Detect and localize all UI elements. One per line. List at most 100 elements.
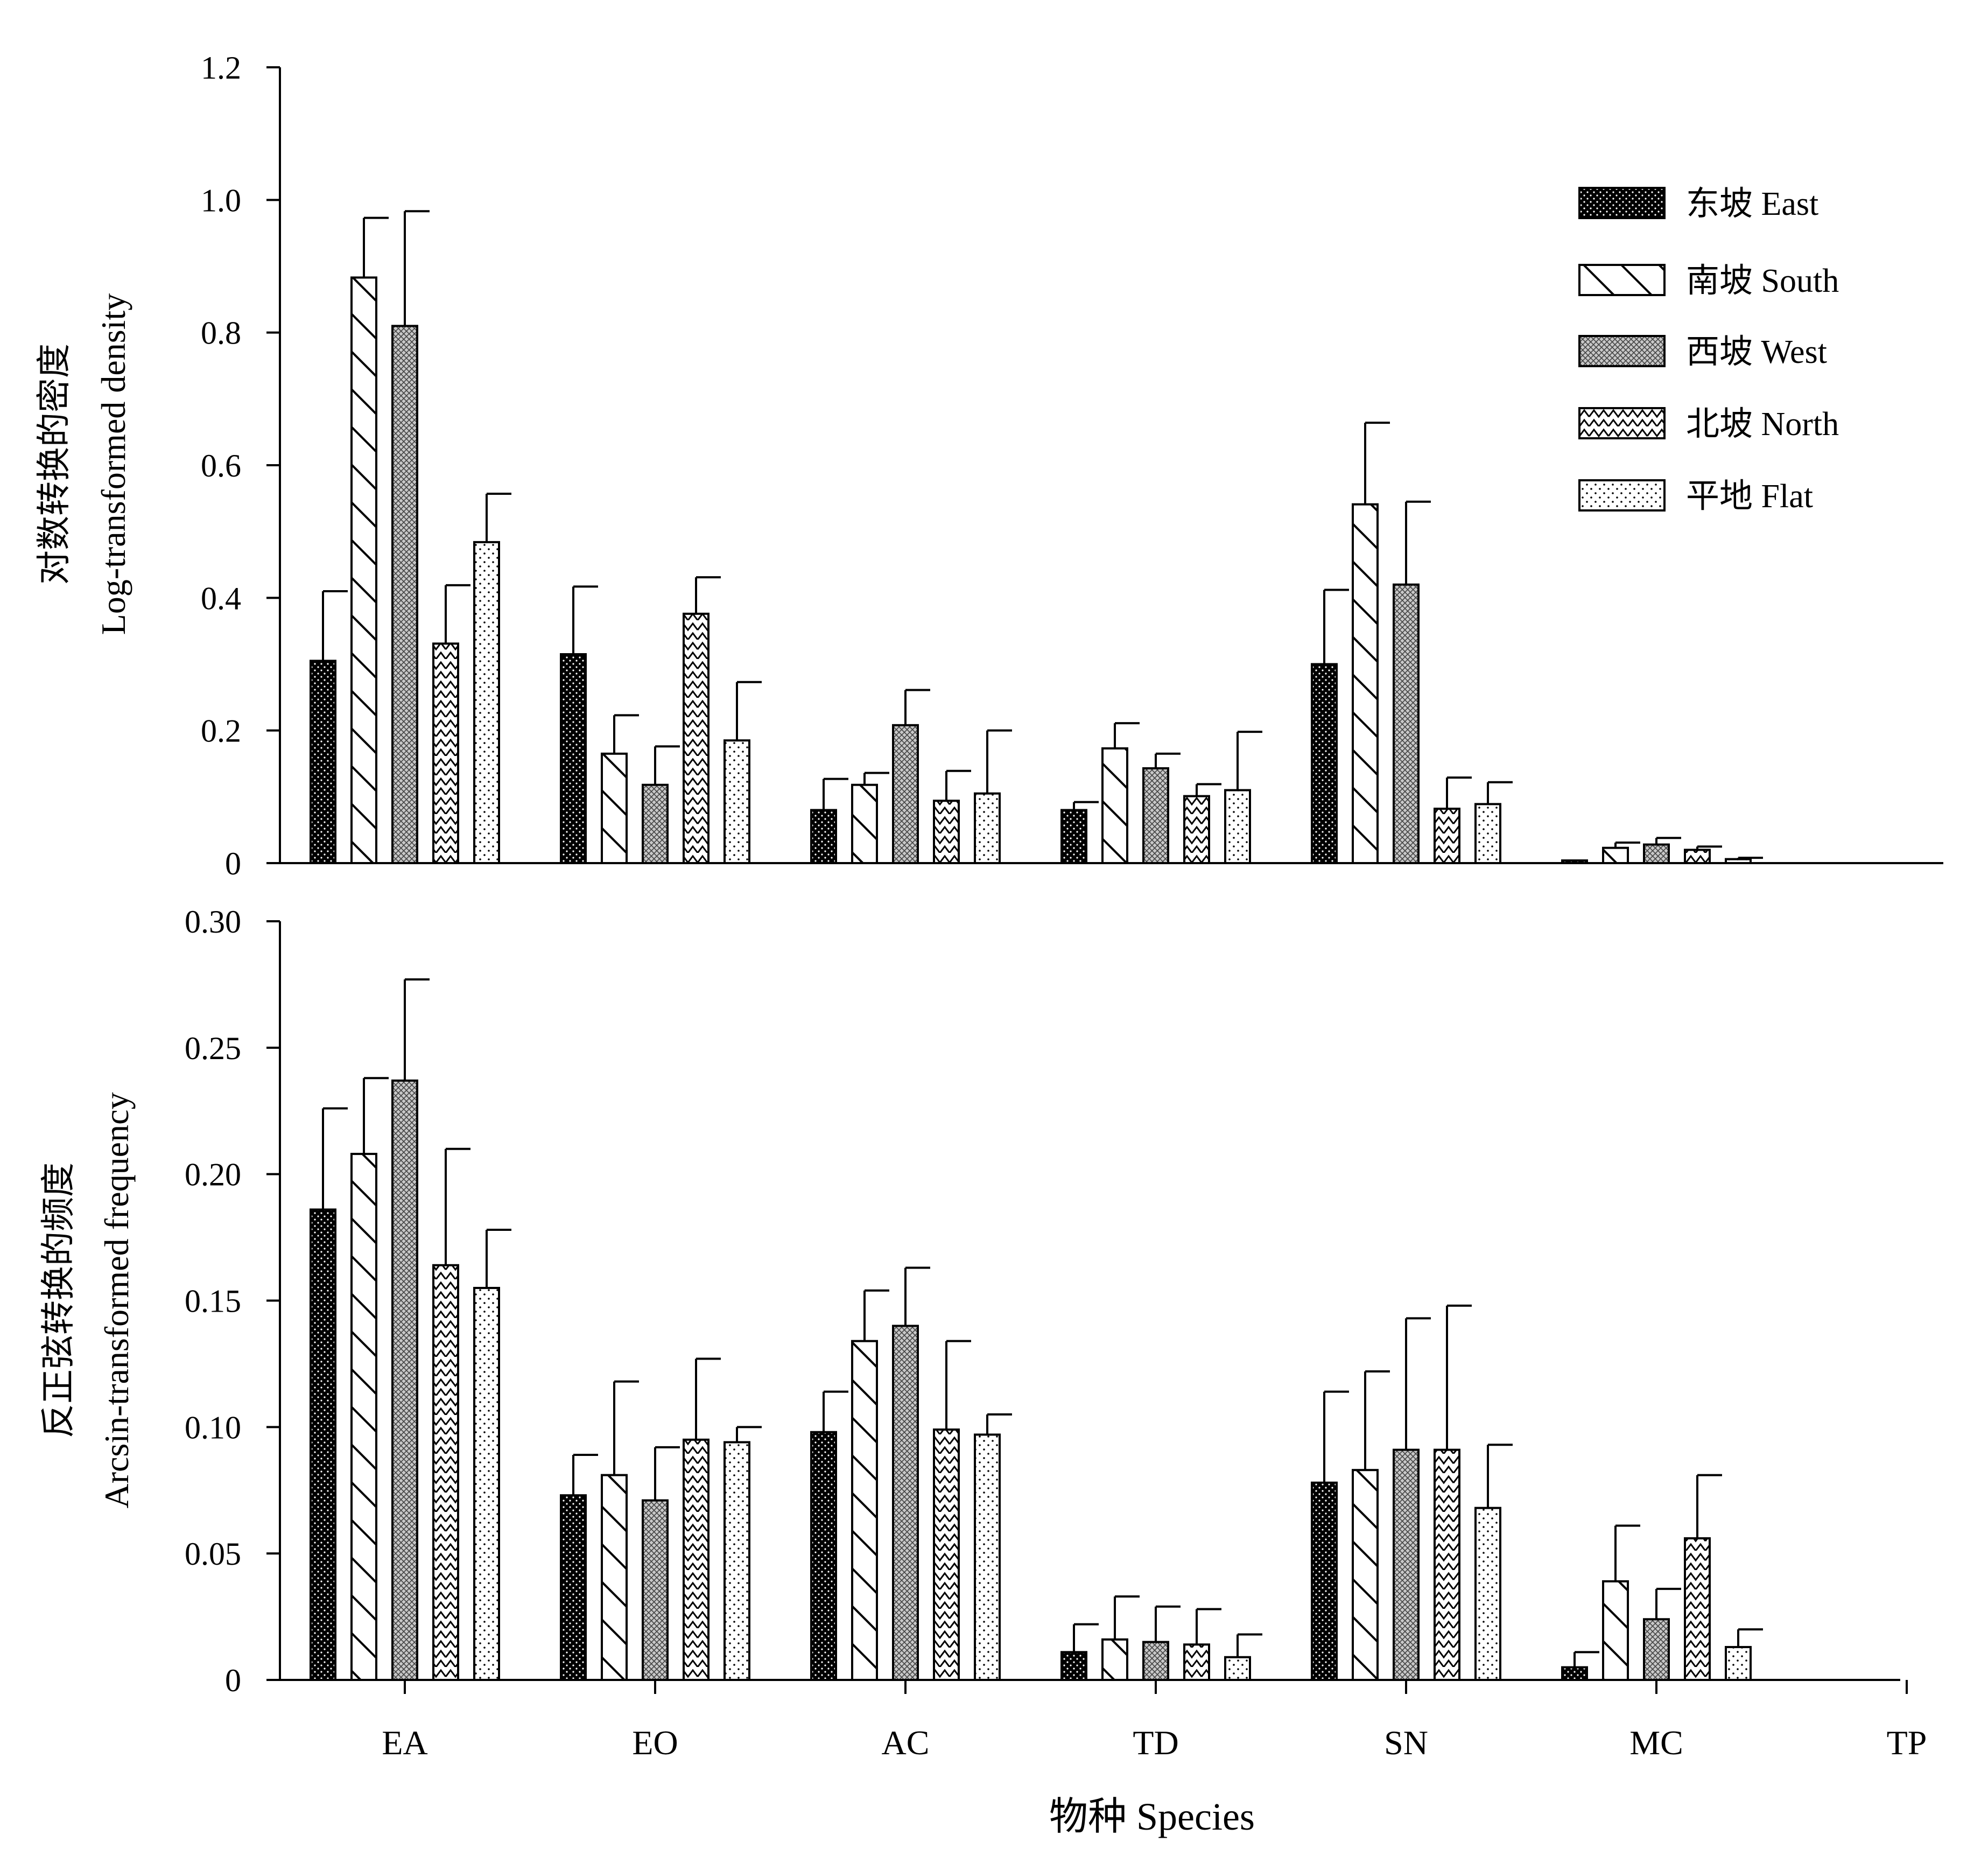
bottom-error-bars <box>322 978 1763 1668</box>
x-tick-label-eo: EO <box>632 1724 678 1762</box>
top-ytick-label: 0.4 <box>201 580 241 616</box>
top-bar-mc-south <box>1602 846 1629 864</box>
bottom-bar-sn-west <box>1393 1448 1420 1681</box>
bottom-bar-ea-east <box>310 1208 336 1681</box>
bottom-ylabel-cn: 反正弦转换的频度 <box>39 1162 78 1438</box>
legend-label-south: 南坡 South <box>1686 263 1839 299</box>
legend-swatch-west <box>1578 335 1666 367</box>
top-bar-td-south <box>1101 747 1128 864</box>
bottom-bar-ac-north <box>933 1428 960 1682</box>
top-bar-ea-south <box>350 276 377 864</box>
top-bar-ea-flat <box>473 541 500 864</box>
top-bar-ac-south <box>851 783 878 864</box>
top-ytick-label: 0.2 <box>201 713 241 749</box>
x-axis-title: 物种 Species <box>1049 1795 1255 1838</box>
bottom-bar-sn-east <box>1311 1481 1338 1681</box>
top-bar-mc-west <box>1643 843 1670 864</box>
top-bar-sn-east <box>1311 663 1338 864</box>
top-bar-ac-east <box>810 809 837 865</box>
top-bar-ea-west <box>391 325 418 864</box>
bottom-bar-ac-east <box>810 1431 837 1681</box>
bottom-ytick-label: 0 <box>225 1663 241 1698</box>
top-bar-eo-flat <box>723 739 750 865</box>
legend-swatch-south <box>1578 264 1666 296</box>
bottom-bar-ac-south <box>851 1340 878 1682</box>
bottom-bar-ea-west <box>391 1079 418 1681</box>
top-bar-td-flat <box>1224 789 1251 865</box>
bottom-bar-ea-south <box>350 1153 377 1681</box>
bottom-bar-td-south <box>1101 1638 1128 1681</box>
x-tick-label-td: TD <box>1133 1724 1178 1762</box>
bottom-bar-mc-north <box>1684 1537 1711 1681</box>
top-bar-ea-north <box>432 642 459 865</box>
top-bar-sn-south <box>1352 503 1379 864</box>
top-bar-ac-west <box>892 724 919 865</box>
bottom-ytick-label: 0.15 <box>185 1284 241 1319</box>
bottom-bars <box>310 1079 1752 1682</box>
top-ytick-label: 0.6 <box>201 448 241 484</box>
top-bar-ea-east <box>310 660 336 864</box>
top-bar-ac-flat <box>974 792 1001 865</box>
legend-label-west: 西坡 West <box>1686 334 1827 370</box>
top-bar-sn-west <box>1393 583 1420 864</box>
bottom-x-ticks: EA EO AC TD SN MC TP <box>382 1680 1927 1762</box>
bottom-bar-eo-flat <box>723 1441 750 1682</box>
bottom-ytick-label: 0.10 <box>185 1410 241 1445</box>
bottom-bar-ac-west <box>892 1325 919 1681</box>
legend-swatch-flat <box>1578 479 1666 512</box>
top-bar-ac-north <box>933 800 960 865</box>
bottom-bar-ac-flat <box>974 1433 1001 1681</box>
top-bars <box>310 276 1752 865</box>
legend-label-north: 北坡 North <box>1686 406 1839 443</box>
bottom-bar-sn-flat <box>1474 1507 1501 1682</box>
top-bar-td-east <box>1060 809 1087 865</box>
top-panel: 0 0.2 0.4 0.6 0.8 1.0 1.2 对数转换的密度 Log-transfor… <box>35 50 1943 881</box>
bottom-y-ticks: 0 0.05 0.10 0.15 0.20 0.25 0.30 <box>185 904 280 1698</box>
bottom-bar-eo-west <box>642 1499 669 1681</box>
bottom-bar-ea-flat <box>473 1287 500 1681</box>
top-bar-eo-south <box>601 752 628 865</box>
top-ytick-label: 0 <box>225 846 241 881</box>
legend: 东坡 East 南坡 South 西坡 West 北坡 North 平地 Flat <box>1578 186 1839 515</box>
bottom-bar-td-west <box>1142 1641 1169 1682</box>
top-y-ticks: 0 0.2 0.4 0.6 0.8 1.0 1.2 <box>201 50 280 881</box>
top-bar-mc-north <box>1684 849 1711 865</box>
x-tick-label-ac: AC <box>882 1724 930 1762</box>
bottom-bar-mc-west <box>1643 1618 1670 1682</box>
bottom-bar-eo-north <box>683 1438 710 1681</box>
x-tick-label-ea: EA <box>382 1724 427 1762</box>
bottom-bar-td-east <box>1060 1651 1087 1682</box>
x-tick-label-mc: MC <box>1629 1724 1683 1762</box>
top-bar-eo-north <box>683 612 710 864</box>
top-ytick-label: 1.0 <box>201 183 241 218</box>
bottom-bar-eo-east <box>560 1494 587 1681</box>
legend-label-east: 东坡 East <box>1686 186 1818 222</box>
top-bar-td-west <box>1142 767 1169 865</box>
top-bar-eo-west <box>642 783 669 864</box>
bottom-panel: 0 0.05 0.10 0.15 0.20 0.25 0.30 EA EO AC TD SN MC TP… <box>39 904 1927 1838</box>
bottom-ytick-label: 0.20 <box>185 1157 241 1193</box>
bottom-ytick-label: 0.05 <box>185 1536 241 1572</box>
bottom-bar-td-north <box>1183 1643 1210 1681</box>
top-ylabel-en: Log-transformed density <box>94 293 132 635</box>
top-error-bars <box>322 210 1763 859</box>
bottom-bar-mc-flat <box>1725 1645 1752 1682</box>
top-ylabel-cn: 对数转换的密度 <box>35 344 73 585</box>
bottom-bar-ea-north <box>432 1264 459 1681</box>
bottom-ytick-label: 0.30 <box>185 904 241 940</box>
bottom-bar-eo-south <box>601 1474 628 1682</box>
top-ytick-label: 1.2 <box>201 50 241 86</box>
bottom-bar-mc-south <box>1602 1580 1629 1682</box>
top-bar-sn-flat <box>1474 803 1501 865</box>
bottom-ytick-label: 0.25 <box>185 1031 241 1066</box>
legend-swatch-north <box>1578 407 1666 439</box>
legend-swatch-east <box>1578 187 1666 219</box>
top-ytick-label: 0.8 <box>201 316 241 351</box>
bottom-bar-mc-east <box>1561 1666 1588 1681</box>
bottom-bar-td-flat <box>1224 1656 1251 1681</box>
legend-label-flat: 平地 Flat <box>1686 478 1813 515</box>
bottom-bar-sn-north <box>1434 1448 1460 1681</box>
x-tick-label-sn: SN <box>1384 1724 1428 1762</box>
top-bar-sn-north <box>1434 808 1460 864</box>
